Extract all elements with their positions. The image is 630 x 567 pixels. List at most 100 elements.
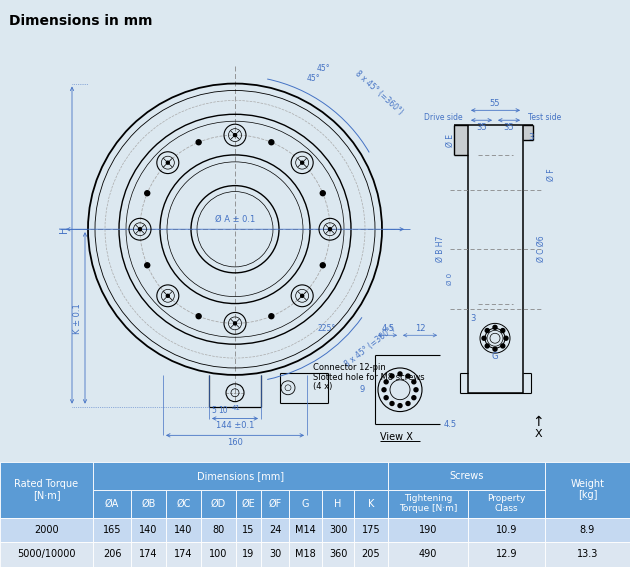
Text: 19: 19 (243, 549, 255, 560)
Bar (131, 490, 166, 518)
Text: 3: 3 (529, 133, 534, 142)
Bar (236, 490, 261, 518)
Circle shape (166, 161, 169, 164)
Text: 13.3: 13.3 (577, 549, 598, 560)
Text: 30: 30 (269, 549, 281, 560)
Text: 9: 9 (359, 385, 365, 394)
Circle shape (501, 328, 505, 332)
Text: H: H (59, 226, 69, 233)
Text: ØE: ØE (242, 499, 255, 509)
Bar (201, 542, 236, 567)
Text: ØC: ØC (176, 499, 191, 509)
Text: 206: 206 (103, 549, 121, 560)
Circle shape (414, 388, 418, 392)
Text: 4.5: 4.5 (381, 324, 394, 333)
Text: 100: 100 (209, 549, 227, 560)
Text: 3: 3 (471, 314, 476, 323)
Bar (388, 518, 468, 542)
Circle shape (320, 263, 325, 268)
Bar (236, 518, 261, 542)
Bar (354, 542, 388, 567)
Text: 35: 35 (504, 122, 514, 132)
Text: ØB: ØB (141, 499, 156, 509)
Text: 190: 190 (419, 525, 437, 535)
Circle shape (482, 336, 486, 340)
Text: ØA: ØA (105, 499, 119, 509)
Bar (388, 462, 545, 490)
Text: 144 ±0.1: 144 ±0.1 (216, 421, 254, 430)
Text: K ± 0.1: K ± 0.1 (72, 303, 81, 334)
Text: M14: M14 (295, 525, 316, 535)
Bar (131, 518, 166, 542)
Bar (0, 542, 93, 567)
Bar (388, 490, 468, 518)
Circle shape (145, 191, 150, 196)
Text: 174: 174 (175, 549, 193, 560)
Bar (0, 518, 93, 542)
Text: Ø E: Ø E (445, 134, 454, 146)
Circle shape (382, 388, 386, 392)
Text: H: H (335, 499, 341, 509)
Circle shape (406, 374, 410, 378)
Text: 10: 10 (218, 406, 228, 415)
Circle shape (196, 314, 201, 319)
Text: 4.5: 4.5 (444, 420, 457, 429)
Circle shape (139, 228, 142, 231)
Bar (261, 490, 289, 518)
Circle shape (485, 328, 490, 332)
Circle shape (384, 396, 388, 400)
Circle shape (493, 325, 497, 329)
Circle shape (320, 191, 325, 196)
Bar (201, 490, 236, 518)
Text: 140: 140 (139, 525, 158, 535)
Text: 41: 41 (232, 405, 241, 411)
Circle shape (196, 140, 201, 145)
Text: G: G (492, 352, 498, 361)
Text: 80: 80 (212, 525, 225, 535)
Text: 45°: 45° (317, 64, 331, 73)
Text: 12.9: 12.9 (496, 549, 517, 560)
Text: 12: 12 (415, 324, 425, 333)
Bar (166, 542, 201, 567)
Text: 174: 174 (139, 549, 158, 560)
Text: 45°: 45° (307, 74, 321, 83)
Text: 160: 160 (227, 438, 243, 447)
Bar (289, 518, 322, 542)
Text: 5: 5 (212, 406, 217, 415)
Text: G: G (302, 499, 309, 509)
Bar (236, 542, 261, 567)
Circle shape (406, 401, 410, 405)
Circle shape (398, 372, 402, 376)
Bar (166, 490, 201, 518)
Circle shape (390, 401, 394, 405)
Bar (468, 542, 545, 567)
Text: Dimensions [mm]: Dimensions [mm] (197, 471, 284, 481)
Bar (0, 462, 93, 518)
Circle shape (493, 347, 497, 351)
Text: ØF: ØF (268, 499, 282, 509)
Text: M18: M18 (295, 549, 316, 560)
Circle shape (412, 380, 416, 384)
Text: K: K (368, 499, 374, 509)
Bar (289, 490, 322, 518)
Circle shape (269, 140, 274, 145)
Bar (93, 542, 131, 567)
Circle shape (485, 344, 490, 348)
Text: 175: 175 (362, 525, 381, 535)
Text: Screws: Screws (449, 471, 484, 481)
Text: 360: 360 (329, 549, 347, 560)
Text: 8 x 45° (=360°): 8 x 45° (=360°) (353, 69, 404, 116)
Bar (322, 542, 354, 567)
Text: ØD: ØD (211, 499, 226, 509)
Circle shape (301, 294, 304, 297)
Text: Ø A ± 0.1: Ø A ± 0.1 (215, 215, 255, 224)
Text: X: X (534, 429, 542, 439)
Text: 55: 55 (490, 99, 500, 108)
Bar (322, 490, 354, 518)
Text: (4 x): (4 x) (313, 382, 333, 391)
Bar (289, 542, 322, 567)
Bar (388, 542, 468, 567)
Text: Ø F: Ø F (546, 168, 556, 181)
Bar (468, 518, 545, 542)
Text: Weight
[kg]: Weight [kg] (571, 479, 605, 501)
